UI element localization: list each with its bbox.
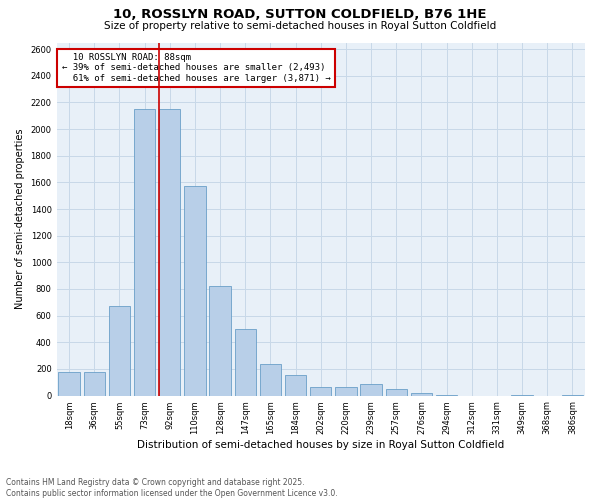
Bar [335,387,356,396]
Text: 10, ROSSLYN ROAD, SUTTON COLDFIELD, B76 1HE: 10, ROSSLYN ROAD, SUTTON COLDFIELD, B76 … [113,8,487,20]
Bar [159,109,181,396]
Bar [134,109,155,396]
Bar [58,372,80,396]
Bar [361,384,382,396]
Bar [235,329,256,396]
Y-axis label: Number of semi-detached properties: Number of semi-detached properties [15,129,25,310]
Bar [184,186,206,396]
Text: Contains HM Land Registry data © Crown copyright and database right 2025.
Contai: Contains HM Land Registry data © Crown c… [6,478,338,498]
Bar [310,387,331,396]
Bar [260,364,281,396]
Text: 10 ROSSLYN ROAD: 88sqm
← 39% of semi-detached houses are smaller (2,493)
  61% o: 10 ROSSLYN ROAD: 88sqm ← 39% of semi-det… [62,53,331,83]
Bar [436,395,457,396]
Bar [109,306,130,396]
Bar [83,372,105,396]
X-axis label: Distribution of semi-detached houses by size in Royal Sutton Coldfield: Distribution of semi-detached houses by … [137,440,505,450]
Bar [386,389,407,396]
Bar [411,393,432,396]
Bar [285,375,307,396]
Bar [209,286,231,396]
Text: Size of property relative to semi-detached houses in Royal Sutton Coldfield: Size of property relative to semi-detach… [104,21,496,31]
Bar [511,395,533,396]
Bar [562,395,583,396]
